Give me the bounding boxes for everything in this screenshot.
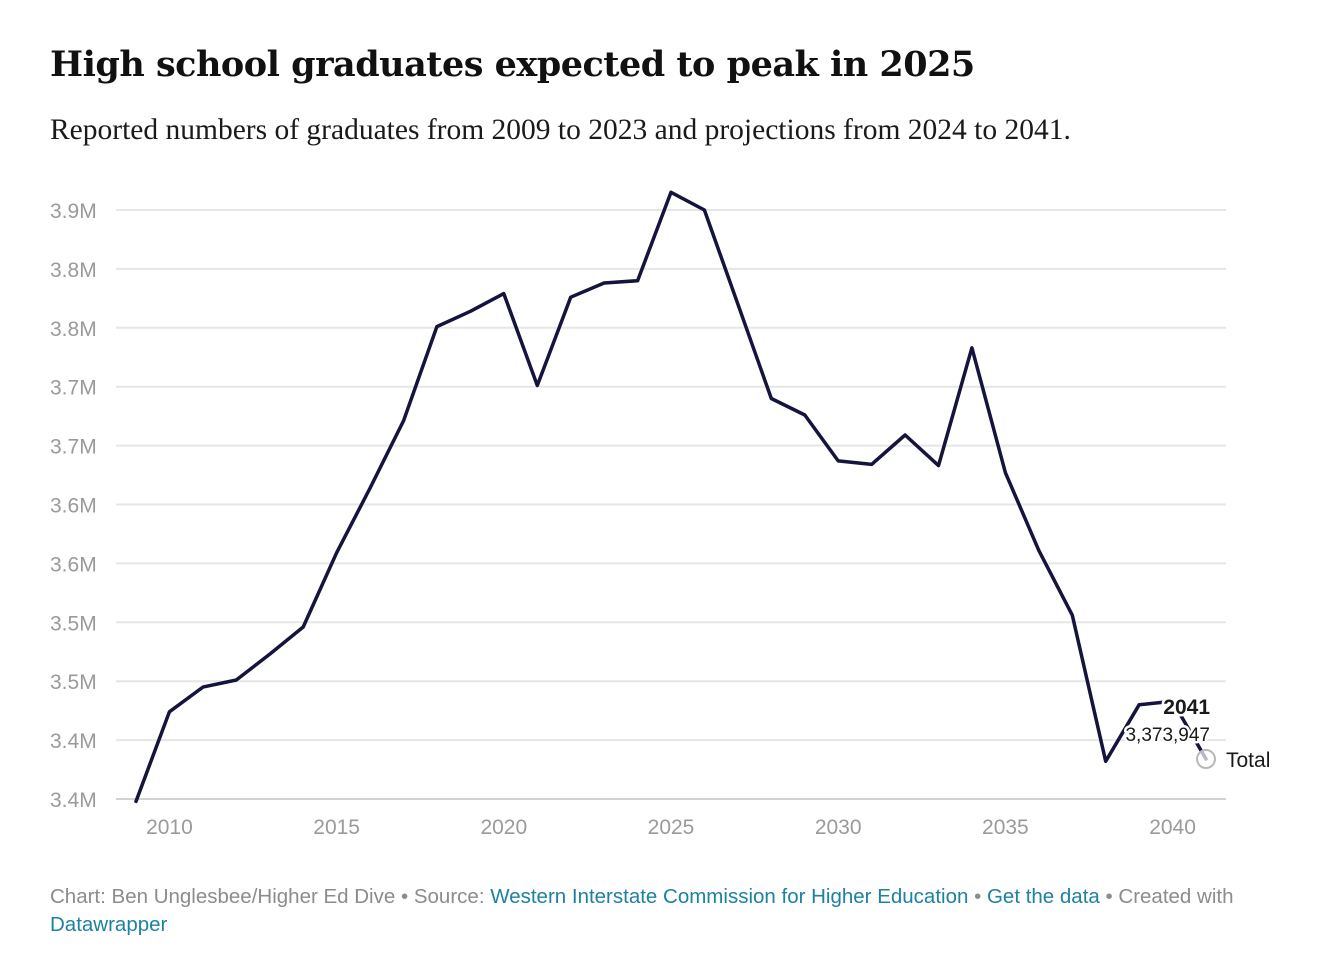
annotation-year: 2041 [1163,696,1210,719]
series-layer [134,190,1208,804]
x-axis-ticks: 2010 2015 2020 2025 2030 2035 2040 [146,816,1196,839]
y-tick-label: 3.6M [50,495,97,518]
y-tick-label: 3.4M [50,789,97,812]
y-tick-label: 3.7M [50,436,97,459]
x-tick-label: 2020 [480,816,527,839]
chart-credit: Chart: Ben Unglesbee/Higher Ed Dive [50,885,396,908]
x-tick-label: 2040 [1149,816,1196,839]
series-end-label: Total [1226,749,1270,772]
y-tick-label: 3.6M [50,553,97,576]
source-link[interactable]: Western Interstate Commission for Higher… [490,885,969,908]
y-tick-label: 3.9M [50,200,97,223]
series-line-total [134,190,1208,804]
y-tick-label: 3.8M [50,259,97,282]
chart-footer: Chart: Ben Unglesbee/Higher Ed Dive • So… [50,883,1280,939]
y-axis-ticks: 3.4M 3.4M 3.5M 3.5M 3.6M 3.6M 3.7M 3.7M 3.8M 3.8M… [50,200,97,812]
grid-lines [116,209,1226,800]
end-point-marker [1196,749,1216,770]
y-tick-label: 3.4M [50,730,97,753]
x-tick-label: 2035 [982,816,1029,839]
annotation-value: 3,373,947 [1125,725,1210,746]
y-tick-label: 3.8M [50,318,97,341]
x-tick-label: 2015 [313,816,360,839]
x-tick-label: 2010 [146,816,193,839]
datawrapper-link[interactable]: Datawrapper [50,913,168,936]
get-data-link[interactable]: Get the data [986,885,1100,908]
y-tick-label: 3.5M [50,612,97,635]
created-prefix: Created with [1118,885,1234,908]
end-annotation: 2041 3,373,947 Total [1123,694,1270,773]
y-tick-label: 3.7M [50,377,97,400]
chart-subtitle: Reported numbers of graduates from 2009 … [50,114,1071,146]
chart-title: High school graduates expected to peak i… [50,44,975,85]
source-prefix: Source: [413,885,491,908]
footer-separator: • [968,885,987,908]
line-chart: 3.4M 3.4M 3.5M 3.5M 3.6M 3.6M 3.7M 3.7M 3.8M 3.8M… [50,190,1270,839]
x-tick-label: 2025 [648,816,695,839]
x-tick-label: 2030 [815,816,862,839]
footer-separator: • [1099,885,1119,908]
y-tick-label: 3.5M [50,671,97,694]
footer-separator: • [395,885,414,908]
